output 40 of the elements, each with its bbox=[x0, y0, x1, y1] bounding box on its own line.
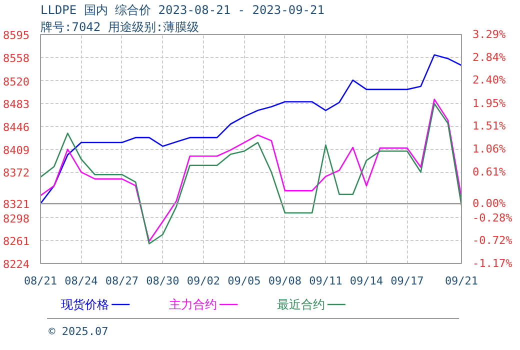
y-tick-label: 8298 bbox=[3, 212, 30, 226]
x-tick-label: 08/27 bbox=[105, 274, 139, 288]
x-tick-label: 09/17 bbox=[390, 274, 424, 288]
x-tick-label: 09/14 bbox=[350, 274, 384, 288]
y2-tick-label: 3.29% bbox=[472, 28, 506, 41]
y-tick-label: 8520 bbox=[3, 75, 30, 88]
y-tick-label: 8409 bbox=[3, 144, 30, 157]
x-tick-label: 09/11 bbox=[309, 274, 342, 288]
y-tick-label: 8321 bbox=[3, 198, 30, 212]
y-tick-label: 8372 bbox=[3, 166, 30, 180]
legend-label: 现货价格 bbox=[60, 298, 109, 312]
legend-label: 主力合约 bbox=[168, 298, 217, 312]
y-tick-label: 8224 bbox=[3, 258, 30, 271]
y2-tick-label: 0.00% bbox=[472, 196, 506, 210]
y2-tick-label: -0.28% bbox=[472, 211, 513, 224]
x-tick-label: 09/21 bbox=[444, 274, 478, 288]
text: © 2025.07 bbox=[48, 325, 108, 338]
x-tick-label: 09/08 bbox=[268, 274, 302, 288]
y2-tick-label: -0.72% bbox=[472, 234, 513, 247]
y-tick-label: 8558 bbox=[3, 52, 30, 65]
y2-tick-label: -1.17% bbox=[472, 257, 513, 270]
line-series bbox=[40, 54, 462, 204]
x-tick-label: 08/30 bbox=[146, 274, 180, 288]
y2-tick-label: 2.84% bbox=[472, 51, 506, 64]
y2-tick-label: 1.06% bbox=[472, 142, 506, 156]
chart-subtitle: 牌号:7042 用途级别:薄膜级 bbox=[40, 20, 200, 34]
y2-tick-label: 1.95% bbox=[472, 96, 506, 110]
y-tick-label: 8483 bbox=[3, 98, 30, 112]
y2-tick-label: 0.61% bbox=[472, 166, 506, 179]
y2-tick-label: 2.40% bbox=[472, 74, 506, 87]
x-tick-label: 09/05 bbox=[228, 274, 261, 288]
legend-label: 最近合约 bbox=[276, 298, 325, 312]
y-tick-label: 8595 bbox=[3, 29, 30, 42]
x-tick-label: 08/21 bbox=[24, 274, 58, 288]
y2-tick-label: 1.51% bbox=[472, 119, 506, 132]
y-tick-label: 8446 bbox=[3, 120, 30, 134]
chart-title: LLDPE 国内 综合价 2023-08-21 - 2023-09-21 bbox=[40, 3, 324, 17]
x-tick-label: 08/24 bbox=[64, 274, 98, 288]
x-tick-label: 09/02 bbox=[186, 274, 220, 288]
y-tick-label: 8261 bbox=[3, 235, 30, 248]
